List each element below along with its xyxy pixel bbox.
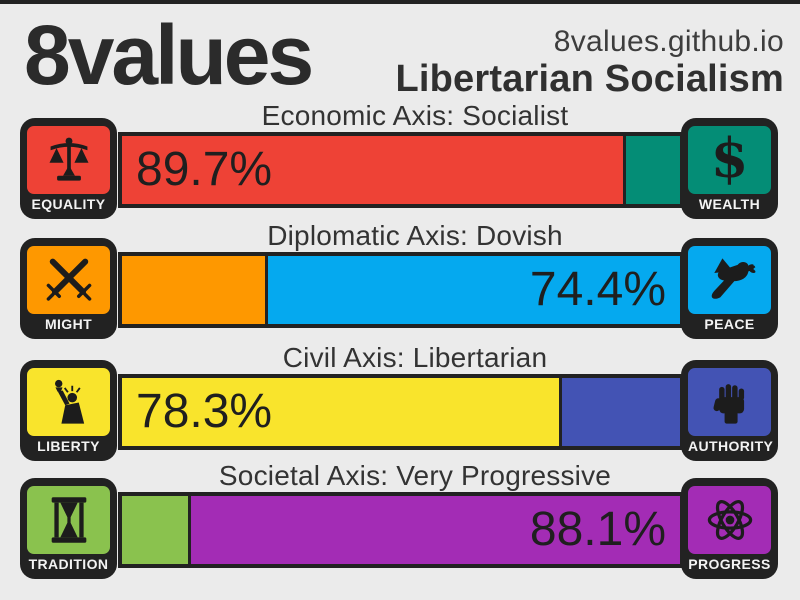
balance-scale-icon bbox=[27, 126, 110, 194]
liberty-badge: LIBERTY bbox=[20, 360, 117, 461]
wealth-badge: $ WEALTH bbox=[681, 118, 778, 219]
economic-bar: 89.7% bbox=[118, 132, 684, 208]
tradition-label: TRADITION bbox=[28, 556, 109, 572]
site-url: 8values.github.io bbox=[553, 25, 784, 58]
equality-label: EQUALITY bbox=[31, 196, 106, 212]
diplomatic-peace-segment: 74.4% bbox=[264, 256, 680, 324]
header-right: 8values.github.io Libertarian Socialism bbox=[395, 26, 784, 99]
societal-bar: 88.1% bbox=[118, 492, 684, 568]
dollar-icon: $ bbox=[688, 126, 771, 194]
progress-badge: PROGRESS bbox=[681, 478, 778, 579]
societal-percentage: 88.1% bbox=[529, 503, 666, 556]
economic-equality-segment: 89.7% bbox=[122, 136, 623, 204]
liberty-label: LIBERTY bbox=[37, 438, 100, 454]
app-logo: 8values bbox=[24, 8, 314, 102]
equality-badge: EQUALITY bbox=[20, 118, 117, 219]
crossed-swords-icon bbox=[27, 246, 110, 314]
axis-title-diplomatic: Diplomatic Axis: Dovish bbox=[267, 220, 563, 251]
might-label: MIGHT bbox=[44, 316, 93, 332]
wealth-label: WEALTH bbox=[698, 196, 761, 212]
peace-badge: PEACE bbox=[681, 238, 778, 339]
diplomatic-percentage: 74.4% bbox=[529, 263, 666, 316]
dollar-glyph: $ bbox=[710, 126, 749, 190]
axis-title-economic: Economic Axis: Socialist bbox=[261, 100, 569, 131]
result-title: Libertarian Socialism bbox=[395, 57, 784, 100]
axis-title-societal: Societal Axis: Very Progressive bbox=[218, 460, 612, 491]
civil-percentage: 78.3% bbox=[136, 385, 273, 438]
axis-row-diplomatic: Diplomatic Axis: Dovish 74.4% MIGHT bbox=[0, 220, 800, 340]
statue-of-liberty-icon bbox=[27, 368, 110, 436]
hourglass-icon bbox=[27, 486, 110, 554]
axis-row-societal: Societal Axis: Very Progressive 88.1% TR… bbox=[0, 460, 800, 580]
diplomatic-might-segment bbox=[122, 256, 265, 324]
authority-label: AUTHORITY bbox=[688, 438, 774, 454]
tradition-badge: TRADITION bbox=[20, 478, 117, 579]
raised-fist-icon bbox=[688, 368, 771, 436]
axis-title-civil: Civil Axis: Libertarian bbox=[282, 342, 548, 373]
economic-wealth-segment bbox=[622, 136, 680, 204]
authority-badge: AUTHORITY bbox=[681, 360, 778, 461]
diplomatic-bar: 74.4% bbox=[118, 252, 684, 328]
societal-progress-segment: 88.1% bbox=[188, 496, 680, 564]
civil-authority-segment bbox=[558, 378, 680, 446]
civil-liberty-segment: 78.3% bbox=[122, 378, 559, 446]
dove-icon bbox=[688, 246, 771, 314]
might-badge: MIGHT bbox=[20, 238, 117, 339]
atom-icon bbox=[688, 486, 771, 554]
civil-bar: 78.3% bbox=[118, 374, 684, 450]
axis-row-civil: Civil Axis: Libertarian 78.3% bbox=[0, 342, 800, 462]
societal-tradition-segment bbox=[122, 496, 189, 564]
peace-label: PEACE bbox=[704, 316, 755, 332]
economic-percentage: 89.7% bbox=[136, 143, 273, 196]
axis-row-economic: Economic Axis: Socialist 89.7% EQUALITY bbox=[0, 100, 800, 220]
progress-label: PROGRESS bbox=[688, 556, 771, 572]
top-border bbox=[0, 0, 800, 4]
